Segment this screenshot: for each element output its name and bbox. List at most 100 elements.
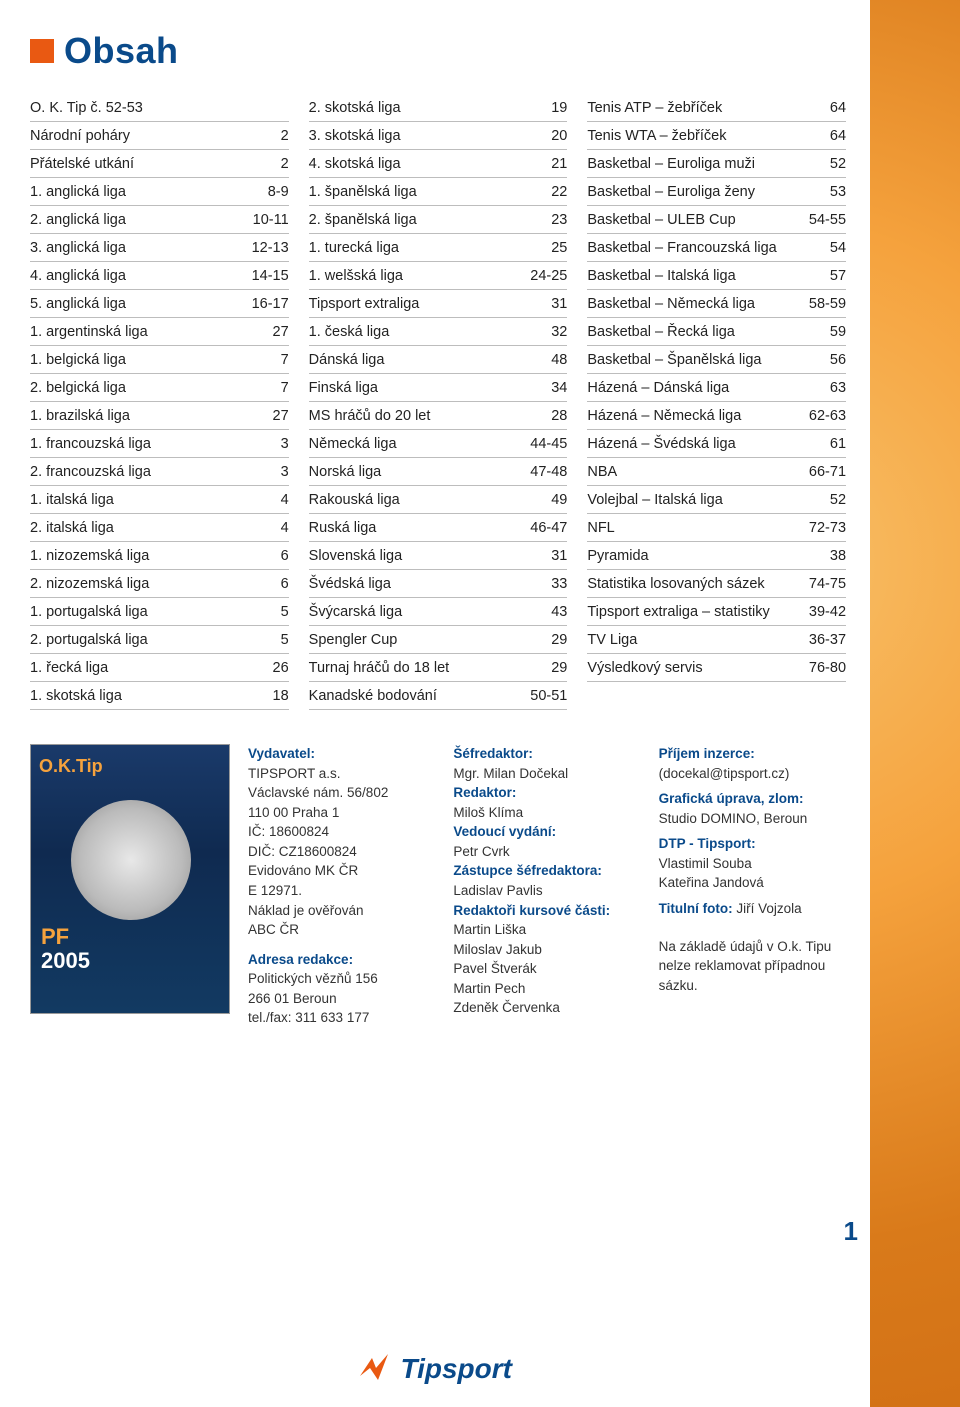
toc-page-number: 29 xyxy=(551,660,567,676)
text-line: Martin Liška xyxy=(453,920,640,940)
toc-page-number: 48 xyxy=(551,352,567,368)
toc-label: 2. portugalská liga xyxy=(30,632,281,648)
toc-row: NFL72-73 xyxy=(587,514,846,542)
toc-row: 3. anglická liga12-13 xyxy=(30,234,289,262)
toc-page-number: 54 xyxy=(830,240,846,256)
toc-page-number: 24-25 xyxy=(530,268,567,284)
toc-row: Švýcarská liga43 xyxy=(309,598,568,626)
course-editors-label: Redaktoři kursové části: xyxy=(453,903,610,918)
editor-value: Miloš Klíma xyxy=(453,803,640,823)
toc-row: 2. francouzská liga3 xyxy=(30,458,289,486)
toc-page-number: 33 xyxy=(551,576,567,592)
toc-label: Spengler Cup xyxy=(309,632,552,648)
toc-row: Turnaj hráčů do 18 let29 xyxy=(309,654,568,682)
toc-page-number: 43 xyxy=(551,604,567,620)
toc-label: Národní poháry xyxy=(30,128,281,144)
toc-label: Ruská liga xyxy=(309,520,531,536)
dtp-lines: Vlastimil SoubaKateřina Jandová xyxy=(659,854,846,893)
toc-page-number: 34 xyxy=(551,380,567,396)
toc-page-number: 3 xyxy=(281,436,289,452)
toc-row: 1. portugalská liga5 xyxy=(30,598,289,626)
toc-page-number: 4 xyxy=(281,520,289,536)
toc-page-number: 63 xyxy=(830,380,846,396)
text-line: Politických vězňů 156 xyxy=(248,969,435,989)
toc-label: 2. francouzská liga xyxy=(30,464,281,480)
toc-row: Dánská liga48 xyxy=(309,346,568,374)
cover-year: 2005 xyxy=(41,945,90,977)
text-line: DIČ: CZ18600824 xyxy=(248,842,435,862)
text-line: Martin Pech xyxy=(453,979,640,999)
toc-page-number: 2 xyxy=(281,156,289,172)
editor-label: Redaktor: xyxy=(453,785,516,800)
toc-label: 2. nizozemská liga xyxy=(30,576,281,592)
toc-label: MS hráčů do 20 let xyxy=(309,408,552,424)
toc-row: Basketbal – Francouzská liga54 xyxy=(587,234,846,262)
toc-page-number: 72-73 xyxy=(809,520,846,536)
text-line: IČ: 18600824 xyxy=(248,822,435,842)
toc-label: Basketbal – Německá liga xyxy=(587,296,809,312)
toc-page-number: 64 xyxy=(830,128,846,144)
toc-label: 3. skotská liga xyxy=(309,128,552,144)
toc-row: 1. česká liga32 xyxy=(309,318,568,346)
toc-page-number: 26 xyxy=(273,660,289,676)
page-number: 1 xyxy=(844,1216,858,1247)
toc-page-number: 7 xyxy=(281,380,289,396)
toc-page-number: 32 xyxy=(551,324,567,340)
toc-page-number: 2 xyxy=(281,128,289,144)
disclaimer-text: Na základě údajů v O.k. Tipu nelze rekla… xyxy=(659,937,846,996)
dtp-label: DTP - Tipsport: xyxy=(659,836,756,851)
toc-label: 5. anglická liga xyxy=(30,296,252,312)
toc-label: 1. belgická liga xyxy=(30,352,281,368)
toc-page-number: 57 xyxy=(830,268,846,284)
toc-row: Basketbal – Italská liga57 xyxy=(587,262,846,290)
toc-page-number: 27 xyxy=(273,324,289,340)
toc-page-number: 14-15 xyxy=(252,268,289,284)
toc-row: 3. skotská liga20 xyxy=(309,122,568,150)
issue-lead-label: Vedoucí vydání: xyxy=(453,824,556,839)
title-row: Obsah xyxy=(30,30,846,72)
toc-label: 3. anglická liga xyxy=(30,240,252,256)
toc-row: Norská liga47-48 xyxy=(309,458,568,486)
tipsport-logo-icon xyxy=(358,1354,392,1384)
toc-row: 2. portugalská liga5 xyxy=(30,626,289,654)
toc-row: 2. nizozemská liga6 xyxy=(30,570,289,598)
toc-label: O. K. Tip č. 52-53 xyxy=(30,100,289,116)
toc-row: Basketbal – Euroliga ženy53 xyxy=(587,178,846,206)
toc-page-number: 52 xyxy=(830,492,846,508)
toc-row: Finská liga34 xyxy=(309,374,568,402)
toc-page-number: 58-59 xyxy=(809,296,846,312)
toc-row: 4. skotská liga21 xyxy=(309,150,568,178)
footer-logo: Tipsport xyxy=(0,1341,870,1407)
toc-row: Pyramida38 xyxy=(587,542,846,570)
toc-row: Kanadské bodování50-51 xyxy=(309,682,568,710)
toc-columns: O. K. Tip č. 52-53 Národní poháry2Přátels… xyxy=(30,94,846,710)
toc-page-number: 39-42 xyxy=(809,604,846,620)
editor-in-chief-label: Šéfredaktor: xyxy=(453,746,533,761)
toc-label: 2. skotská liga xyxy=(309,100,552,116)
cover-thumbnail: O.K.Tip PF 2005 xyxy=(30,744,230,1028)
text-line: Miloslav Jakub xyxy=(453,940,640,960)
toc-page-number: 50-51 xyxy=(530,688,567,704)
toc-row: Basketbal – Španělská liga56 xyxy=(587,346,846,374)
toc-row: Basketbal – ULEB Cup54-55 xyxy=(587,206,846,234)
toc-row: Tenis ATP – žebříček64 xyxy=(587,94,846,122)
toc-page-number: 10-11 xyxy=(253,212,289,228)
toc-row: 2. italská liga4 xyxy=(30,514,289,542)
toc-label: Basketbal – Euroliga ženy xyxy=(587,184,830,200)
toc-label: 1. brazilská liga xyxy=(30,408,273,424)
advertising-value: (docekal@tipsport.cz) xyxy=(659,764,846,784)
toc-label: 2. belgická liga xyxy=(30,380,281,396)
text-line: ABC ČR xyxy=(248,920,435,940)
toc-row: TV Liga36-37 xyxy=(587,626,846,654)
toc-label: Slovenská liga xyxy=(309,548,552,564)
toc-label: 1. argentinská liga xyxy=(30,324,273,340)
toc-row: 1. španělská liga22 xyxy=(309,178,568,206)
cover-brand: O.K.Tip xyxy=(39,753,103,779)
text-line: Zdeněk Červenka xyxy=(453,998,640,1018)
address-label: Adresa redakce: xyxy=(248,952,353,967)
toc-label: 1. skotská liga xyxy=(30,688,273,704)
toc-page-number: 62-63 xyxy=(809,408,846,424)
toc-label: Přátelské utkání xyxy=(30,156,281,172)
text-line: Kateřina Jandová xyxy=(659,873,846,893)
toc-page-number: 3 xyxy=(281,464,289,480)
